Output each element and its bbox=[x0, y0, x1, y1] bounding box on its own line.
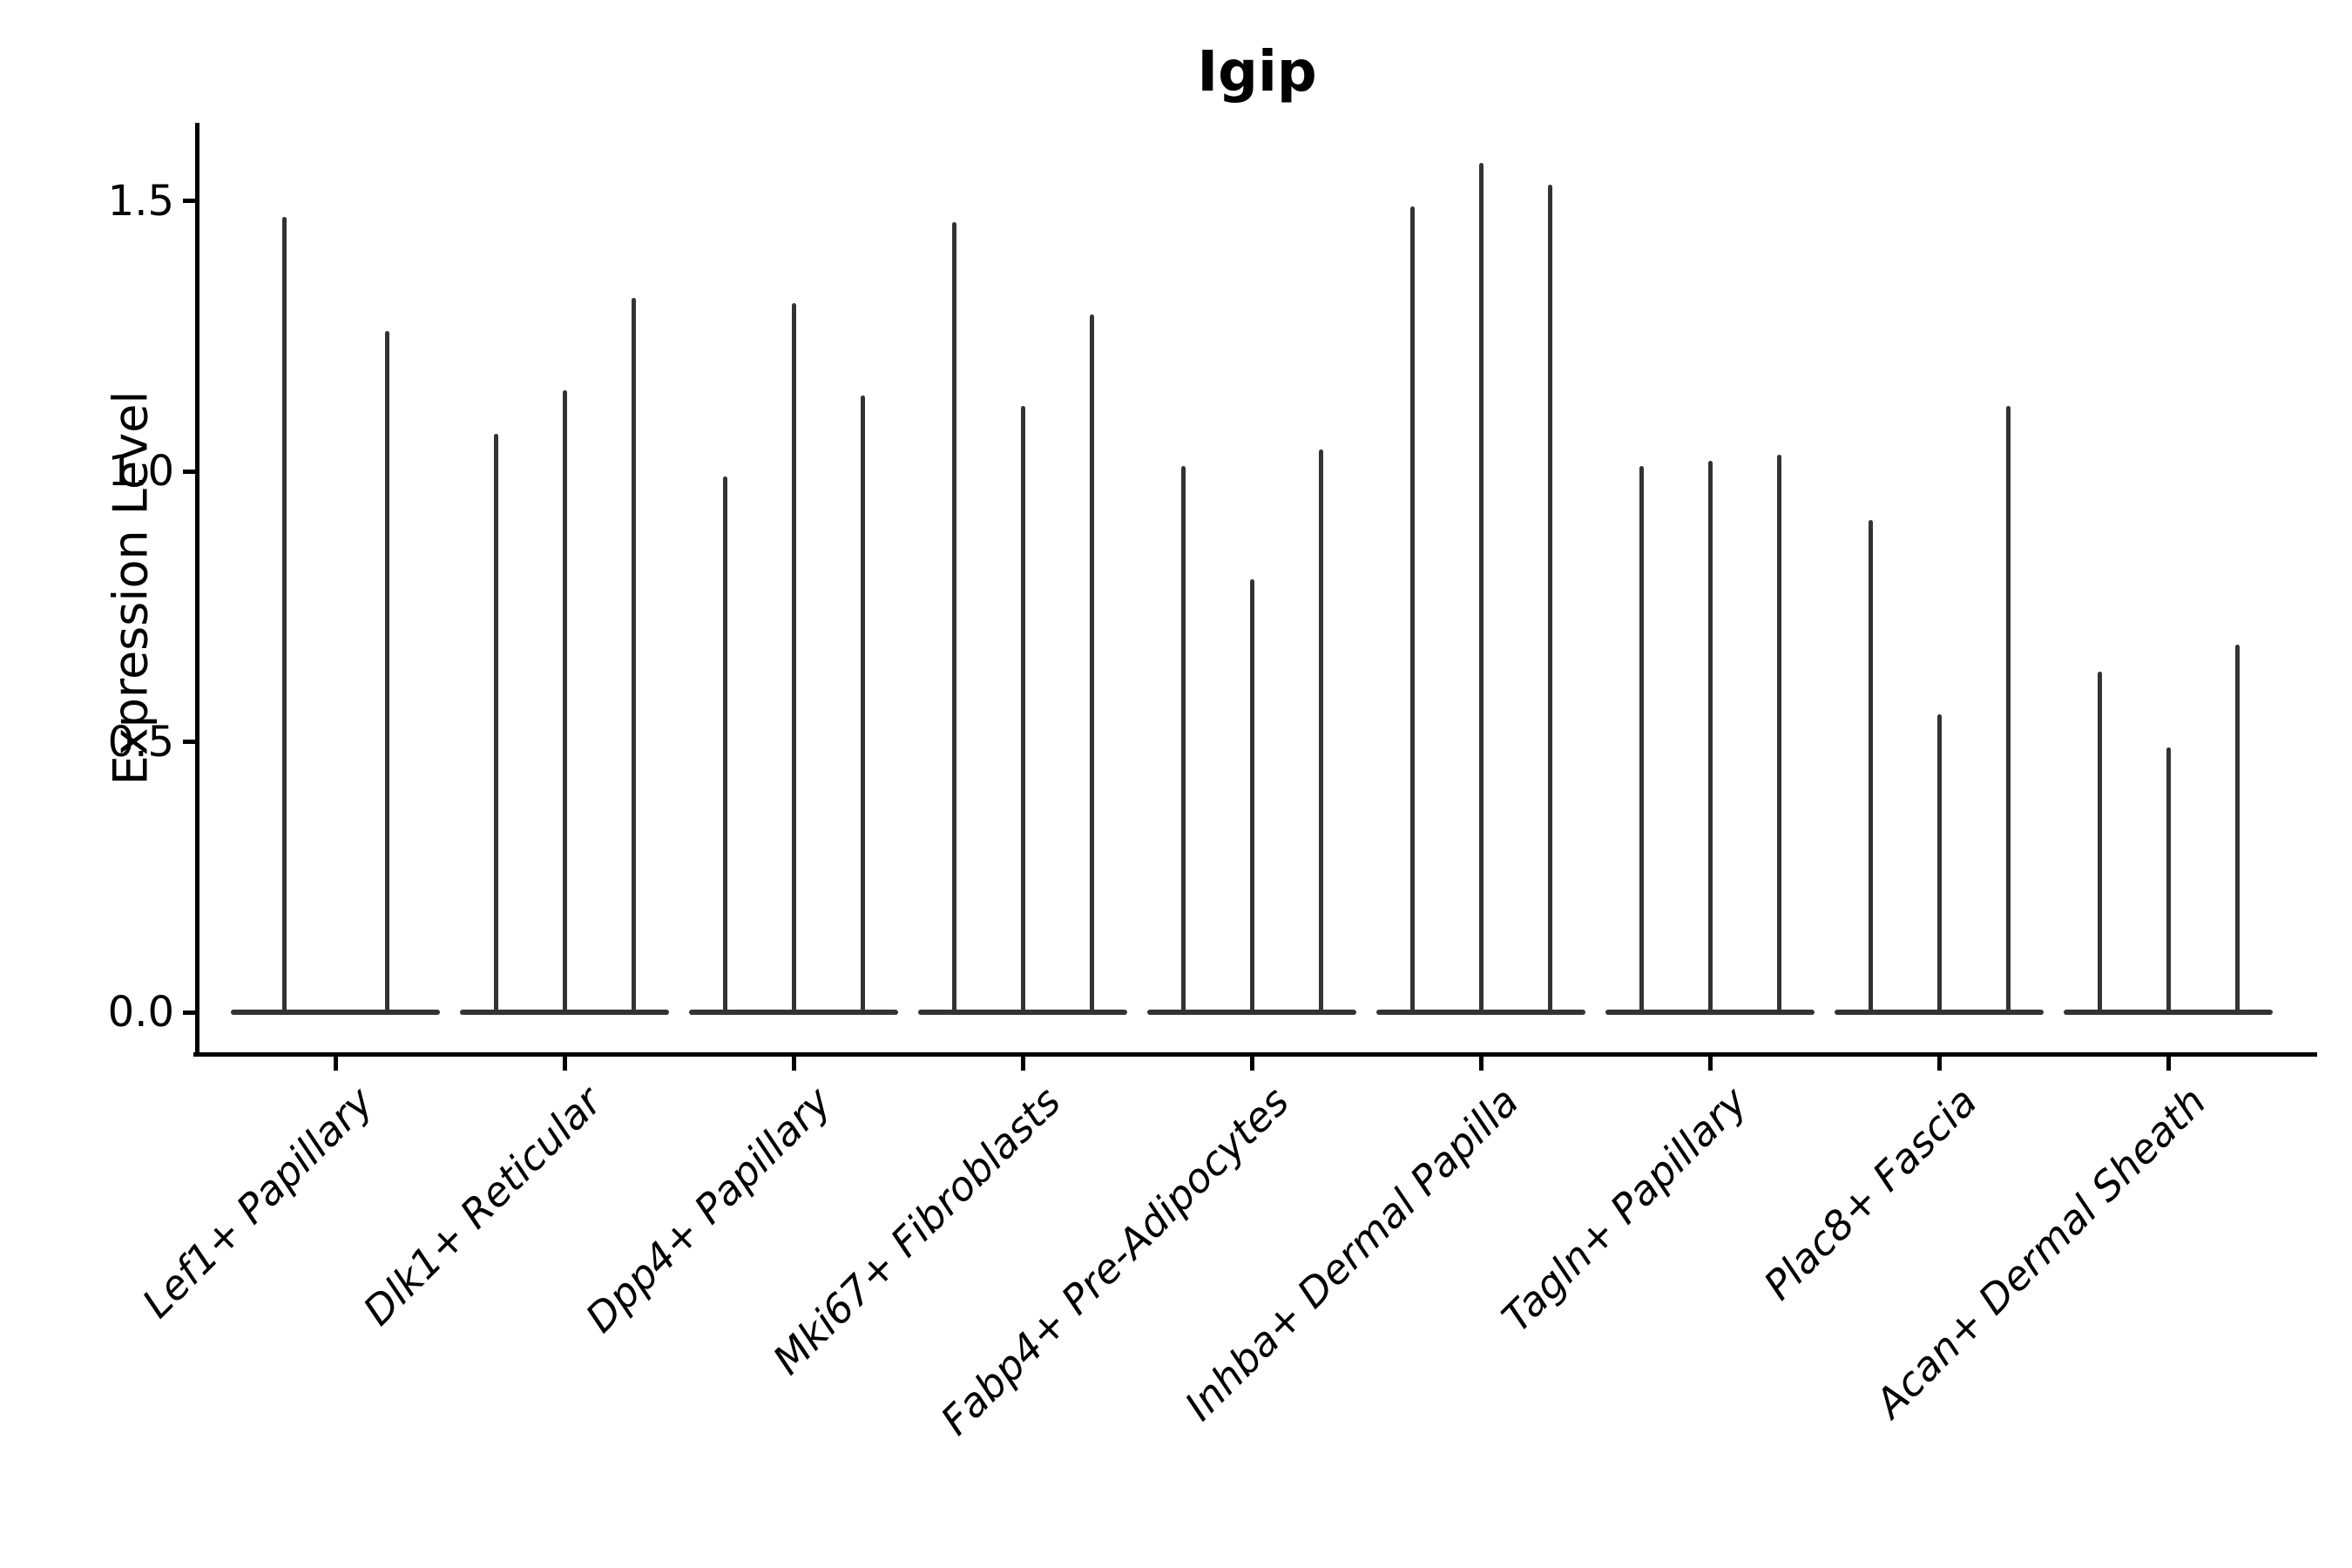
violin-spike bbox=[951, 222, 956, 1015]
x-axis-tick bbox=[562, 1057, 567, 1071]
x-axis-tick-label: Plac8+ Fascia bbox=[1754, 1078, 1986, 1309]
y-axis-tick bbox=[183, 469, 195, 474]
violin-spike bbox=[493, 433, 498, 1015]
violin-spike bbox=[1868, 519, 1873, 1015]
violin-spike bbox=[1547, 184, 1552, 1015]
y-axis-tick bbox=[183, 199, 195, 203]
violin-spike bbox=[1020, 406, 1025, 1015]
y-axis-spine bbox=[195, 123, 199, 1056]
x-axis-tick bbox=[1249, 1057, 1254, 1071]
violin-spike bbox=[2234, 644, 2240, 1015]
y-axis-tick-label: 1.0 bbox=[107, 447, 174, 496]
y-axis-tick-label: 0.0 bbox=[107, 988, 174, 1037]
x-axis-tick bbox=[791, 1057, 796, 1071]
x-axis-tick-label: Lef1+ Papillary bbox=[132, 1078, 382, 1328]
violin-spike bbox=[1180, 465, 1186, 1015]
violin-spike bbox=[281, 217, 287, 1015]
x-axis-tick-label: Dlk1+ Reticular bbox=[354, 1078, 612, 1335]
violin-spike bbox=[384, 330, 389, 1015]
violin-spike bbox=[1776, 455, 1781, 1015]
violin-spike bbox=[1318, 449, 1323, 1015]
violin-spike bbox=[2005, 406, 2011, 1015]
x-axis-spine bbox=[193, 1052, 2317, 1057]
x-axis-tick bbox=[1478, 1057, 1484, 1071]
violin-spike bbox=[1089, 314, 1094, 1015]
y-axis-tick-label: 1.5 bbox=[107, 176, 174, 226]
violin-base bbox=[231, 1010, 440, 1015]
violin-spike bbox=[2097, 671, 2102, 1015]
y-axis-tick bbox=[183, 740, 195, 744]
x-axis-tick bbox=[2166, 1057, 2171, 1071]
violin-spike bbox=[791, 303, 796, 1015]
y-axis-tick bbox=[183, 1010, 195, 1015]
violin-spike bbox=[722, 476, 727, 1015]
x-axis-tick bbox=[1936, 1057, 1942, 1071]
x-axis-tick-label: Tagln+ Papillary bbox=[1493, 1078, 1757, 1342]
violin-spike bbox=[1249, 579, 1254, 1015]
x-axis-tick-label: Dpp4+ Papillary bbox=[576, 1078, 841, 1342]
plot-title: Igip bbox=[1197, 40, 1317, 105]
violin-spike bbox=[2166, 747, 2171, 1015]
violin-spike bbox=[1639, 465, 1644, 1015]
x-axis-tick bbox=[1020, 1057, 1025, 1071]
violin-spike bbox=[1478, 163, 1484, 1015]
violin-spike bbox=[860, 395, 865, 1015]
violin-spike bbox=[1936, 714, 1942, 1015]
violin-spike bbox=[562, 389, 567, 1015]
y-axis-tick-label: 0.5 bbox=[107, 717, 174, 767]
violin-spike bbox=[1707, 460, 1713, 1015]
x-axis-tick bbox=[1707, 1057, 1713, 1071]
violin-spike bbox=[1409, 206, 1415, 1015]
violin-spike bbox=[631, 298, 636, 1015]
x-axis-tick bbox=[333, 1057, 338, 1071]
